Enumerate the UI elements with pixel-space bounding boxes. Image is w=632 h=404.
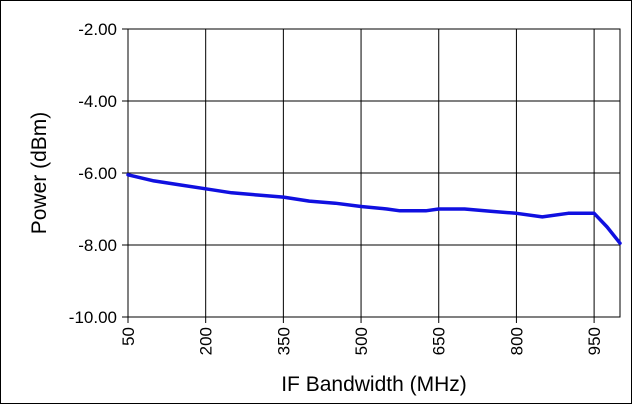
x-tick-label: 500 (352, 327, 371, 355)
x-tick-label: 200 (197, 327, 216, 355)
y-tick-label: -10.00 (69, 308, 117, 327)
y-tick-label: -2.00 (78, 20, 117, 39)
x-axis-label: IF Bandwidth (MHz) (281, 373, 467, 396)
series-line (126, 173, 622, 245)
gridlines (127, 28, 620, 318)
y-tick-label: -6.00 (78, 164, 117, 183)
series-layer (126, 173, 622, 245)
y-tick-label: -8.00 (78, 236, 117, 255)
x-tick-label: 950 (585, 327, 604, 355)
y-tick-label: -4.00 (78, 92, 117, 111)
y-axis-label: Power (dBm) (28, 112, 51, 235)
x-tick-label: 50 (119, 327, 138, 346)
x-axis-ticks: 50 200 350 500 650 800 950 (119, 317, 604, 355)
y-axis-ticks: -2.00 -4.00 -6.00 -8.00 -10.00 (69, 20, 128, 327)
x-tick-label: 650 (430, 327, 449, 355)
x-tick-label: 800 (507, 327, 526, 355)
x-tick-label: 350 (274, 327, 293, 355)
